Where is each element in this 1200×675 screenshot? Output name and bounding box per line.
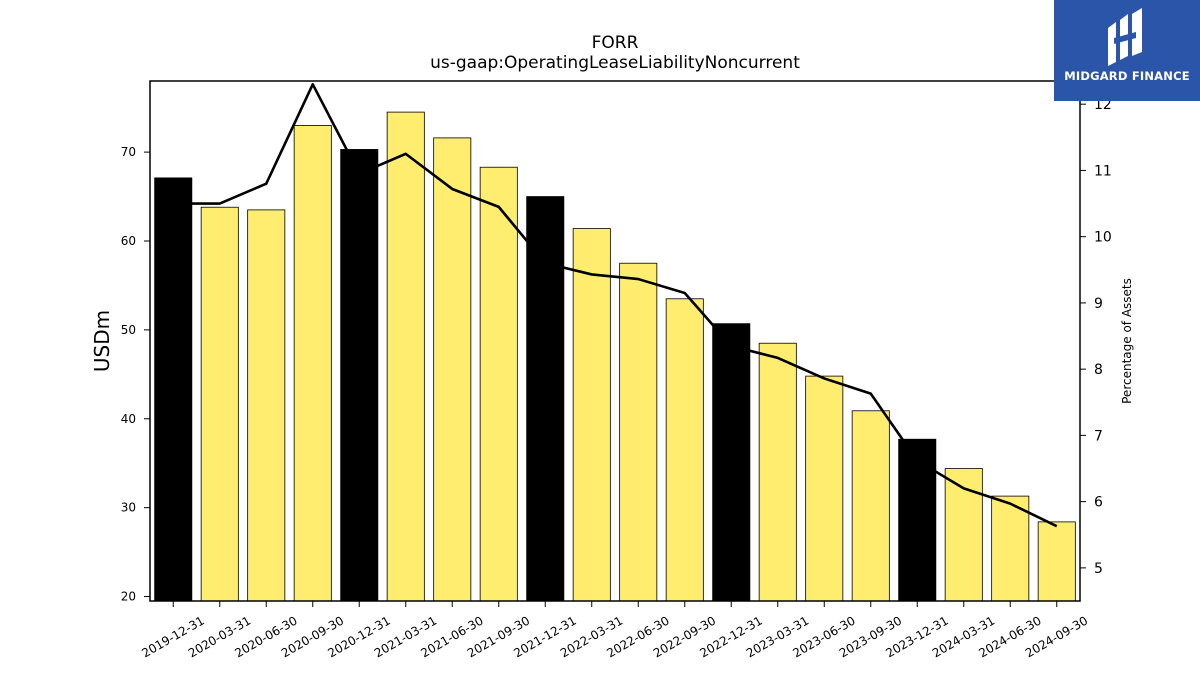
bar-2021-12-31 <box>526 196 565 602</box>
left-tick-label-60: 60 <box>121 234 136 248</box>
chart-subtitle: us-gaap:OperatingLeaseLiabilityNoncurren… <box>430 53 800 73</box>
y-axis-label-right: Percentage of Assets <box>1120 278 1134 404</box>
left-tick-label-50: 50 <box>121 323 136 337</box>
right-tick-label-8: 8 <box>1094 362 1103 378</box>
line-group <box>173 83 1058 528</box>
right-axis: 5 6 7 8 9 10 11 12 <box>1080 97 1112 577</box>
chart-title: FORR <box>592 33 639 53</box>
bar-2021-03-31 <box>386 111 425 602</box>
right-tick-label-6: 6 <box>1094 495 1103 511</box>
bar-2024-09-30 <box>1037 521 1076 602</box>
bar-2022-06-30 <box>619 262 658 602</box>
left-tick-label-30: 30 <box>121 501 136 515</box>
right-tick-label-10: 10 <box>1094 230 1112 246</box>
right-tick-label-7: 7 <box>1094 428 1103 444</box>
bar-2024-06-30 <box>991 495 1030 602</box>
y-axis-label-left: USDm <box>90 310 114 372</box>
bar-2022-03-31 <box>572 228 611 602</box>
right-tick-label-11: 11 <box>1094 163 1112 179</box>
left-tick-label-70: 70 <box>121 145 136 159</box>
left-tick-label-40: 40 <box>121 412 136 426</box>
bar-2023-12-31 <box>898 438 937 602</box>
bars-group <box>154 111 1076 602</box>
left-tick-label-20: 20 <box>121 590 136 604</box>
bar-2020-12-31 <box>340 149 379 602</box>
bar-2020-06-30 <box>247 209 286 602</box>
right-tick-label-9: 9 <box>1094 296 1103 312</box>
plot-frame <box>149 80 1081 602</box>
bar-2022-09-30 <box>665 298 704 602</box>
x-axis: 2019-12-312020-03-312020-06-302020-09-30… <box>139 601 1090 660</box>
bar-2021-09-30 <box>479 166 518 602</box>
percentage-line <box>173 83 1058 528</box>
left-axis: 20 30 40 50 60 70 <box>121 145 150 604</box>
right-tick-label-12: 12 <box>1094 97 1112 113</box>
midgard-finance-logo: MIDGARD FINANCE <box>1054 0 1200 101</box>
bar-2021-06-30 <box>433 137 472 602</box>
bar-2023-09-30 <box>851 410 890 602</box>
bar-2020-09-30 <box>293 125 332 602</box>
bar-2022-12-31 <box>712 323 751 602</box>
bar-2023-06-30 <box>805 375 844 602</box>
logo-text: MIDGARD FINANCE <box>1064 69 1190 83</box>
bar-2023-03-31 <box>758 342 797 602</box>
right-tick-label-5: 5 <box>1094 561 1103 577</box>
midgard-logo-icon <box>1108 8 1142 66</box>
bar-2020-03-31 <box>200 206 239 602</box>
bar-2024-03-31 <box>944 468 983 602</box>
bar-2019-12-31 <box>154 177 193 602</box>
